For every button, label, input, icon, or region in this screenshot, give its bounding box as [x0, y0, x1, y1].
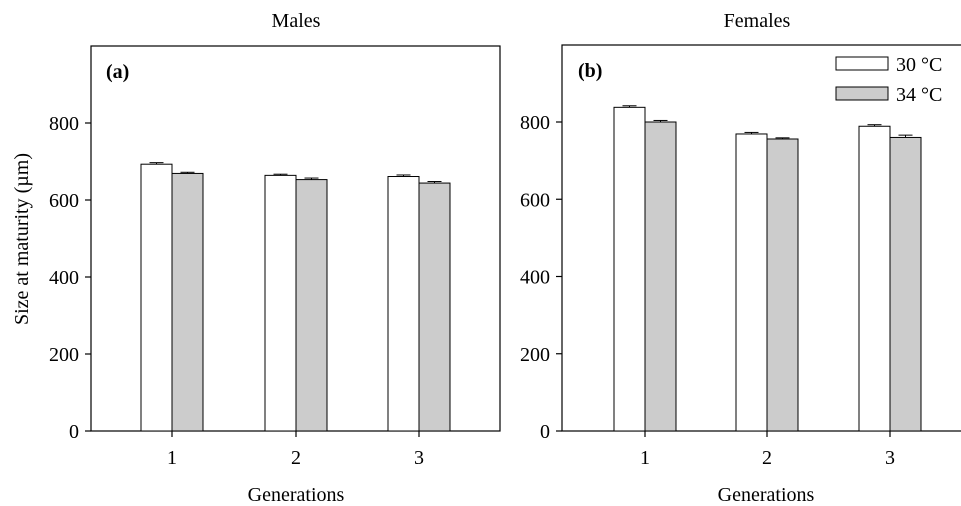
bar-group [140, 162, 451, 432]
bar-group [613, 105, 922, 432]
bar-30c-gen-1 [140, 163, 173, 432]
bar-30c-gen-2 [264, 174, 297, 432]
y-axis-ticks: 0 200 400 600 800 [49, 113, 91, 443]
x-tick-label: 2 [762, 447, 772, 469]
x-tick-label: 3 [885, 447, 895, 469]
legend-swatch-34c [835, 86, 889, 101]
x-axis-label: Generations [718, 484, 815, 506]
bar-34c-gen-2 [766, 138, 799, 432]
y-tick-label: 600 [49, 190, 79, 212]
y-tick-label: 200 [49, 344, 79, 366]
bar-34c-gen-1 [171, 172, 204, 432]
bar-34c-gen-3 [889, 136, 922, 432]
bar-30c-gen-1 [613, 106, 646, 432]
panel-females: Females (b) Generations 0 200 400 600 800 1 2… [520, 10, 961, 506]
panel-title: Males [272, 10, 321, 32]
legend-label-34c: 34 °C [896, 84, 942, 106]
y-tick-label: 600 [520, 189, 550, 211]
bar-34c-gen-3 [418, 182, 451, 432]
x-axis-ticks: 1 2 3 [640, 431, 895, 469]
y-tick-label: 0 [69, 421, 79, 443]
legend-swatch-30c [835, 56, 889, 71]
panel-title: Females [724, 10, 791, 32]
panel-label: (b) [578, 60, 602, 82]
x-axis-ticks: 1 2 3 [167, 431, 424, 469]
y-tick-label: 200 [520, 344, 550, 366]
y-tick-label: 800 [520, 112, 550, 134]
x-tick-label: 1 [640, 447, 650, 469]
x-axis-label: Generations [248, 484, 345, 506]
y-axis-label: Size at maturity (µm) [11, 153, 33, 325]
x-tick-label: 3 [414, 447, 424, 469]
y-tick-label: 0 [540, 421, 550, 443]
bar-34c-gen-1 [644, 121, 677, 432]
x-tick-label: 2 [291, 447, 301, 469]
legend: 30 °C 34 °C [835, 54, 942, 106]
y-tick-label: 800 [49, 113, 79, 135]
bar-34c-gen-2 [295, 179, 328, 432]
y-axis-ticks: 0 200 400 600 800 [520, 112, 562, 443]
bar-30c-gen-2 [735, 133, 768, 432]
bar-30c-gen-3 [858, 125, 891, 432]
y-tick-label: 400 [520, 267, 550, 289]
legend-label-30c: 30 °C [896, 54, 942, 76]
x-tick-label: 1 [167, 447, 177, 469]
y-tick-label: 400 [49, 267, 79, 289]
panel-label: (a) [106, 61, 129, 83]
panel-males: Males (a) Generations 0 200 400 600 800 1 2 3 [49, 10, 501, 506]
bar-30c-gen-3 [387, 176, 420, 432]
